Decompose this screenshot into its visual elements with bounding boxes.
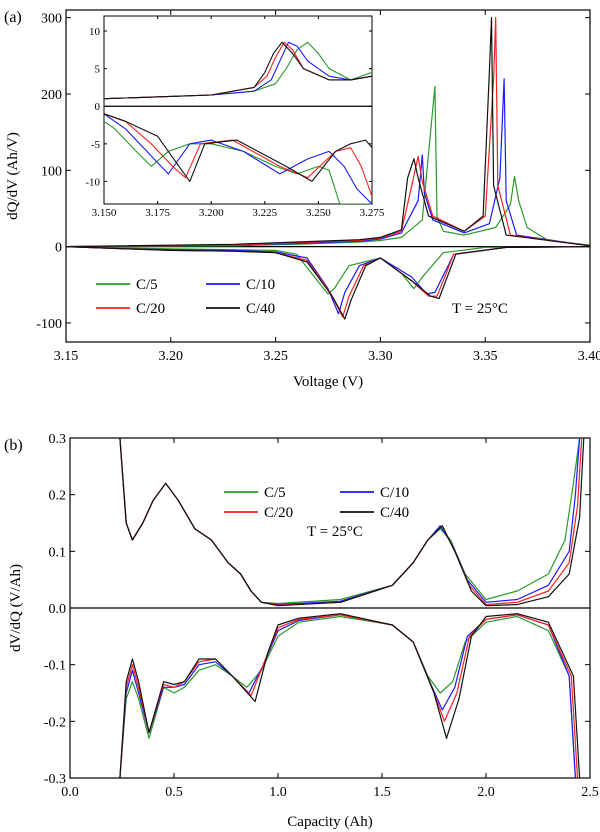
x-tick-label: 3.200 — [199, 207, 224, 219]
series-line-C-10-discharge — [104, 113, 372, 204]
series-line-C-10-charge — [119, 438, 581, 606]
x-tick-label: 3.225 — [252, 207, 277, 219]
y-tick-label: 0.0 — [49, 602, 67, 617]
y-tick-label: -5 — [91, 139, 101, 151]
series-line-C-40-discharge — [119, 613, 581, 778]
y-tick-label: 10 — [89, 26, 101, 38]
legend-label: C/20 — [136, 301, 165, 317]
y-tick-label: 0 — [55, 241, 62, 256]
y-tick-label: -0.2 — [44, 715, 66, 730]
series-line-C-40-charge — [119, 438, 585, 607]
panel-b-annotation: T = 25°C — [307, 524, 363, 540]
panel-b-series — [70, 438, 590, 778]
series-line-C-5-discharge — [119, 615, 576, 778]
series-line-C-40-charge — [104, 41, 372, 100]
series-line-C-20-discharge — [119, 614, 579, 778]
series-line-C-20-charge — [66, 17, 590, 248]
x-tick-label: 3.40 — [578, 349, 600, 364]
series-line-C-40-discharge — [66, 246, 590, 320]
inset-series — [104, 41, 372, 204]
panel-b-ticks: 0.0 0.5 1.0 1.5 2.0 2.5 -0.3 -0.2 -0.1 0.0 0.1 0.2 0… — [44, 432, 599, 800]
panel-a-series — [66, 17, 590, 320]
x-tick-label: 0.0 — [61, 785, 79, 800]
y-tick-label: 0.2 — [49, 489, 67, 504]
x-tick-label: 3.35 — [473, 349, 498, 364]
x-tick-label: 3.25 — [263, 349, 288, 364]
x-tick-label: 3.250 — [306, 207, 331, 219]
legend-label: C/40 — [246, 301, 275, 317]
panel-b-label: (b) — [4, 437, 23, 454]
x-tick-label: 1.5 — [373, 785, 391, 800]
panel-a-ylabel: dQ/dV (Ah/V) — [5, 132, 21, 220]
series-line-C-5-charge — [66, 85, 590, 248]
y-tick-label: -100 — [36, 317, 62, 332]
x-tick-label: 2.5 — [581, 785, 599, 800]
panel-a-annotation: T = 25°C — [452, 301, 508, 317]
y-tick-label: 200 — [41, 88, 62, 103]
y-tick-label: -0.3 — [44, 772, 66, 787]
inset: 3.150 3.175 3.200 3.225 3.250 3.275 -10 -5 0 5 10 — [85, 15, 385, 219]
x-tick-label: 0.5 — [165, 785, 183, 800]
panel-b-ylabel: dV/dQ (V/Ah) — [8, 564, 24, 652]
panel-a-xlabel: Voltage (V) — [293, 374, 363, 390]
y-tick-label: 100 — [41, 164, 62, 179]
series-line-C-20-charge — [119, 438, 583, 606]
series-line-C-10-discharge — [119, 614, 576, 778]
x-tick-label: 3.20 — [159, 349, 184, 364]
y-tick-label: -0.1 — [44, 659, 66, 674]
legend-label: C/10 — [380, 485, 409, 501]
legend-label: C/10 — [246, 277, 275, 293]
x-tick-label: 3.150 — [92, 207, 117, 219]
y-tick-label: 300 — [41, 12, 62, 27]
panel-b-legend: C/5 C/10 C/20 C/40 — [224, 485, 409, 521]
series-line-C-5-charge — [119, 438, 581, 605]
series-line-C-5-discharge — [66, 246, 590, 295]
inset-ticks: 3.150 3.175 3.200 3.225 3.250 3.275 -10 -5 0 5 10 — [85, 16, 385, 219]
y-tick-label: 0.1 — [49, 545, 67, 560]
x-tick-label: 3.15 — [54, 349, 79, 364]
panel-b: 0.0 0.5 1.0 1.5 2.0 2.5 -0.3 -0.2 -0.1 0.0 0.1 0.2 0… — [4, 432, 599, 830]
legend-label: C/5 — [264, 485, 286, 501]
legend-label: C/5 — [136, 277, 158, 293]
panel-a-legend: C/5 C/10 C/20 C/40 — [96, 277, 275, 317]
y-tick-label: 0 — [95, 101, 101, 113]
x-tick-label: 3.275 — [360, 207, 385, 219]
panel-a-label: (a) — [4, 9, 22, 26]
series-line-C-40-discharge — [104, 113, 372, 182]
x-tick-label: 2.0 — [477, 785, 495, 800]
legend-label: C/20 — [264, 505, 293, 521]
series-line-C-10-charge — [104, 41, 372, 100]
inset-frame — [103, 15, 373, 205]
series-line-C-10-charge — [66, 78, 590, 248]
y-tick-label: -10 — [85, 176, 100, 188]
legend-label: C/40 — [380, 505, 409, 521]
panel-b-xlabel: Capacity (Ah) — [287, 814, 372, 830]
series-line-C-5-discharge — [104, 120, 372, 204]
x-tick-label: 1.0 — [269, 785, 287, 800]
series-line-C-40-charge — [66, 17, 590, 248]
y-tick-label: 5 — [95, 64, 101, 76]
series-line-C-10-discharge — [66, 246, 590, 315]
panel-a-frame — [65, 9, 591, 343]
x-tick-label: 3.175 — [145, 207, 170, 219]
y-tick-label: 0.3 — [49, 432, 67, 447]
x-tick-label: 3.30 — [368, 349, 393, 364]
